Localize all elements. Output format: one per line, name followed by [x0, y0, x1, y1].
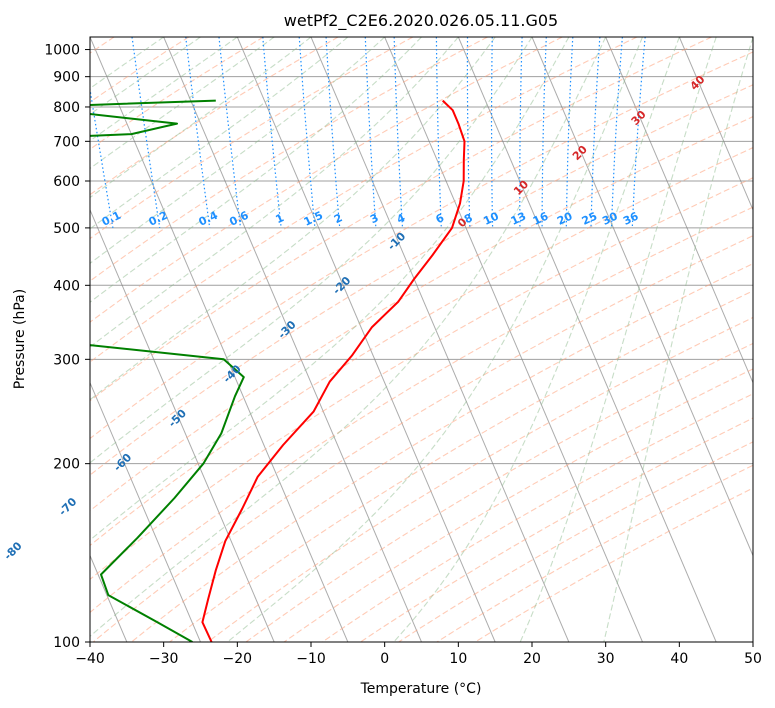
moist-adiabat: [90, 37, 201, 116]
mixing-ratio-line: [90, 85, 114, 229]
mixing-ratio-line: [218, 37, 242, 228]
isotherm-line: [90, 381, 201, 642]
isotherm-line: [90, 208, 275, 642]
dry-adiabat: [90, 37, 638, 363]
isotherm-line: [457, 37, 717, 642]
dry-adiabat: [90, 84, 753, 476]
moist-adiabat: [90, 37, 312, 199]
x-tick-label: 20: [523, 651, 541, 667]
moist-adiabat: [90, 37, 570, 541]
isotherm-line: [605, 37, 753, 384]
mixing-ratio-label: 10: [481, 209, 501, 227]
dry-adiabat: [90, 147, 753, 547]
isotherm-line: [678, 37, 753, 212]
y-tick-label: 500: [53, 221, 80, 237]
mixing-ratio-line: [298, 37, 316, 228]
x-tick-label: 40: [670, 651, 688, 667]
plot-frame: [89, 36, 754, 643]
x-tick-label: −20: [223, 651, 253, 667]
mixing-ratio-label: 30: [600, 209, 620, 227]
dry-adiabat: [90, 37, 712, 402]
mixing-ratio-line: [131, 37, 161, 228]
dry-adiabat: [131, 262, 753, 642]
mixing-ratio-label: 13: [509, 210, 528, 228]
x-tick-label: −10: [296, 651, 326, 667]
dry-adiabat: [90, 206, 753, 614]
moist-adiabat: [90, 37, 496, 401]
dry-adiabat: [90, 37, 190, 103]
moist-adiabat: [227, 37, 644, 642]
dry-adiabat: [90, 37, 339, 196]
plot-area: [90, 37, 753, 642]
y-tick-label: 300: [53, 352, 80, 368]
mixing-ratio-line: [262, 37, 282, 228]
isotherm-line: [163, 37, 422, 642]
temperature-profile: [201, 99, 466, 642]
x-tick-label: −30: [149, 651, 179, 667]
moist-adiabat: [90, 37, 386, 265]
x-tick-label: 50: [744, 651, 762, 667]
dry-adiabat: [90, 37, 414, 240]
x-tick-label: 30: [597, 651, 615, 667]
dry-adiabat: [90, 37, 563, 323]
mixing-ratio-label: 25: [580, 210, 599, 228]
mixing-ratio-line: [631, 37, 646, 228]
isotherm-line: [384, 37, 643, 642]
y-tick-label: 400: [53, 278, 80, 294]
isotherm-line: [236, 37, 496, 642]
y-tick-label: 200: [53, 457, 80, 473]
mixing-ratio-label: 20: [555, 209, 575, 227]
x-tick-label: 0: [380, 651, 389, 667]
moist-adiabat: [393, 37, 680, 642]
x-axis-ticks: −40 −30 −20 −10 0 10 20 30 40 50: [75, 642, 762, 667]
moist-adiabat: [603, 37, 753, 642]
dewpoint-profile: [90, 99, 245, 642]
profiles: [90, 99, 466, 642]
y-tick-label: 600: [53, 174, 80, 190]
y-tick-label: 800: [53, 100, 80, 116]
chart-title: wetPf2_C2E6.2020.026.05.11.G05: [284, 11, 558, 31]
moist-adiabat: [90, 37, 533, 464]
moist-adiabat: [519, 37, 717, 642]
moist-adiabat: [90, 37, 165, 90]
dry-adiabat: [90, 116, 753, 512]
dry-adiabat: [283, 368, 753, 642]
y-tick-label: 100: [53, 635, 80, 651]
y-axis-ticks: 100 200 300 400 500 600 700 800 900 1000: [44, 43, 90, 651]
y-tick-label: 1000: [44, 43, 80, 59]
dry-adiabat: [90, 37, 488, 282]
moist-adiabat: [90, 37, 422, 303]
mixing-ratio-line: [185, 37, 211, 228]
moist-adiabat: [90, 37, 459, 348]
x-tick-label: 10: [449, 651, 467, 667]
y-tick-label: 700: [53, 134, 80, 150]
moist-adiabat: [90, 37, 238, 142]
moist-adiabat: [90, 37, 349, 230]
dry-adiabat: [90, 51, 753, 440]
x-axis-label: Temperature (°C): [360, 681, 482, 697]
reference-lines: [90, 37, 753, 642]
dry-adiabat: [207, 316, 753, 642]
mixing-ratio-label: 16: [531, 209, 551, 227]
moist-adiabat: [90, 37, 607, 638]
x-tick-label: −40: [75, 651, 105, 667]
y-axis-label: Pressure (hPa): [12, 289, 28, 389]
mixing-ratio-label: 36: [621, 209, 641, 227]
y-tick-label: 900: [53, 70, 80, 86]
